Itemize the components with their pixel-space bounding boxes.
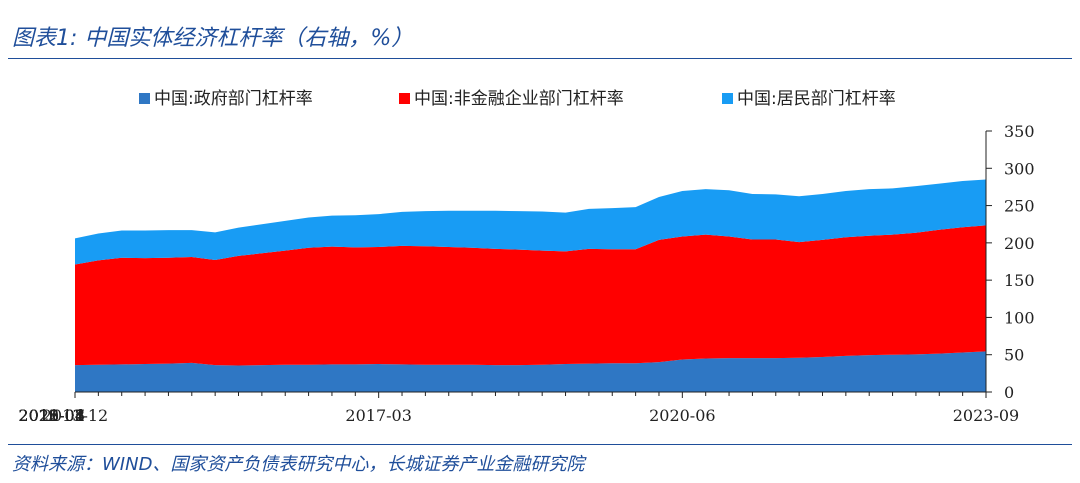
y-tick-label: 150: [1004, 271, 1035, 290]
x-tick-label: 2015-01: [18, 406, 84, 425]
x-tick-label: 2016-02: [18, 406, 84, 425]
y-tick-label: 0: [1004, 383, 1014, 402]
x-tick-label: 2018-04: [18, 406, 84, 425]
x-tick-label: 2019-05: [18, 406, 84, 425]
x-tick-label: 2021-07: [18, 406, 84, 425]
y-tick-label: 350: [1004, 122, 1035, 141]
legend-label: 中国:居民部门杠杆率: [737, 89, 896, 109]
source-note: 资料来源：WIND、国家资产负债表研究中心，长城证券产业金融研究院: [12, 454, 585, 475]
area-government: [75, 351, 986, 392]
x-tick-label: 2017-03: [345, 406, 411, 425]
source-rule: [8, 444, 1072, 445]
x-tick-label: 2020-06: [649, 406, 715, 425]
x-tick-label: 2013-12: [42, 406, 108, 425]
legend-label: 中国:非金融企业部门杠杆率: [414, 89, 624, 109]
legend-swatch: [139, 93, 150, 104]
legend-swatch: [399, 93, 410, 104]
y-tick-label: 300: [1004, 159, 1035, 178]
x-tick-label: 2022-08: [18, 406, 84, 425]
y-tick-label: 50: [1004, 346, 1024, 365]
y-tick-label: 200: [1004, 234, 1035, 253]
y-tick-label: 100: [1004, 308, 1035, 327]
area-household: [75, 179, 986, 265]
legend-label: 中国:政府部门杠杆率: [154, 89, 313, 109]
area-nonfin-corporate: [75, 225, 986, 366]
y-tick-label: 250: [1004, 197, 1035, 216]
x-tick-label: 2023-09: [953, 406, 1019, 425]
chart-title: 图表1: 中国实体经济杠杆率（右轴，%）: [12, 26, 414, 51]
title-rule: [8, 58, 1072, 59]
legend-swatch: [722, 93, 733, 104]
